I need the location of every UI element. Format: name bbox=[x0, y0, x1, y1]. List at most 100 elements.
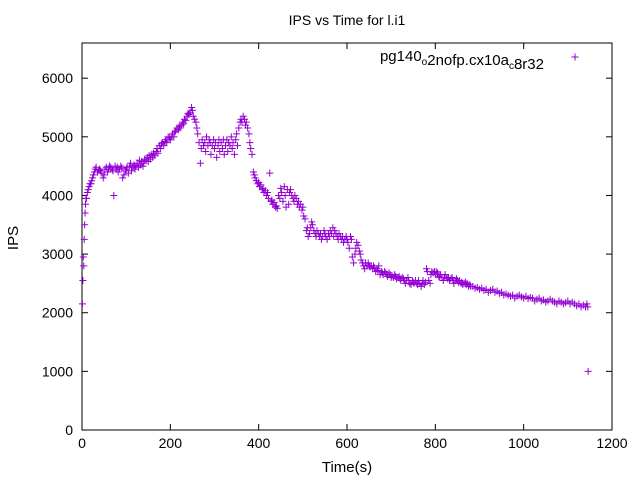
data-point bbox=[127, 167, 135, 175]
data-point bbox=[220, 150, 228, 158]
data-point bbox=[79, 253, 87, 261]
data-point bbox=[163, 139, 171, 147]
data-point bbox=[119, 174, 127, 182]
data-point bbox=[109, 167, 117, 175]
data-point bbox=[127, 159, 135, 167]
data-point bbox=[374, 267, 382, 275]
data-point bbox=[120, 171, 128, 179]
data-point bbox=[344, 238, 352, 246]
y-tick-label: 0 bbox=[65, 422, 73, 438]
data-point bbox=[263, 191, 271, 199]
data-point bbox=[154, 149, 162, 157]
data-point bbox=[126, 162, 134, 170]
data-point bbox=[196, 159, 204, 167]
data-point bbox=[285, 200, 293, 208]
legend-marker bbox=[571, 53, 579, 61]
data-point bbox=[166, 136, 174, 144]
data-point bbox=[273, 204, 281, 212]
data-point bbox=[80, 262, 88, 270]
data-point bbox=[350, 259, 358, 267]
data-point bbox=[244, 124, 252, 132]
y-tick-label: 2000 bbox=[42, 305, 73, 321]
data-point bbox=[139, 162, 147, 170]
data-point bbox=[85, 183, 93, 191]
data-point bbox=[104, 168, 112, 176]
data-point bbox=[584, 367, 592, 375]
data-point bbox=[78, 300, 86, 308]
data-point bbox=[266, 169, 274, 177]
data-point bbox=[194, 130, 202, 138]
chart-title: IPS vs Time for l.i1 bbox=[289, 12, 406, 28]
data-point bbox=[179, 118, 187, 126]
data-point bbox=[161, 138, 169, 146]
data-points bbox=[78, 104, 592, 375]
data-point bbox=[300, 212, 308, 220]
data-point bbox=[301, 215, 309, 223]
data-point bbox=[182, 116, 190, 124]
data-point bbox=[373, 265, 381, 273]
data-point bbox=[385, 269, 393, 277]
data-point bbox=[304, 233, 312, 240]
data-point bbox=[439, 276, 447, 284]
data-point bbox=[152, 147, 160, 155]
data-point bbox=[89, 171, 97, 179]
data-point bbox=[309, 221, 317, 229]
data-point bbox=[281, 191, 289, 199]
data-point bbox=[107, 163, 115, 171]
x-tick-label: 600 bbox=[335, 435, 359, 451]
data-point bbox=[228, 145, 236, 153]
data-point bbox=[267, 197, 275, 205]
data-point bbox=[183, 112, 191, 120]
data-point bbox=[170, 133, 178, 141]
y-tick-label: 3000 bbox=[42, 246, 73, 262]
data-point bbox=[89, 174, 97, 182]
data-point bbox=[247, 145, 255, 153]
data-point bbox=[299, 203, 307, 211]
data-point bbox=[441, 271, 449, 279]
data-point bbox=[364, 259, 372, 267]
data-point bbox=[114, 168, 122, 176]
data-point bbox=[211, 145, 218, 153]
x-tick-label: 400 bbox=[247, 435, 271, 451]
data-point bbox=[279, 197, 287, 205]
data-point bbox=[214, 142, 222, 150]
data-point bbox=[193, 124, 201, 132]
data-point bbox=[233, 130, 241, 138]
data-point bbox=[347, 235, 355, 243]
data-point bbox=[118, 164, 126, 172]
data-point bbox=[353, 238, 361, 246]
data-point bbox=[271, 203, 279, 211]
data-point bbox=[345, 244, 353, 252]
data-point bbox=[257, 181, 265, 189]
data-point bbox=[189, 112, 197, 120]
data-point bbox=[248, 150, 256, 158]
y-tick-label: 6000 bbox=[42, 70, 73, 86]
data-point bbox=[356, 250, 364, 258]
data-point bbox=[160, 142, 168, 150]
data-point bbox=[264, 189, 271, 197]
legend-label: pg140o2nofp.cx10ac8r32 bbox=[380, 48, 544, 73]
data-point bbox=[434, 269, 442, 277]
data-point bbox=[251, 174, 259, 182]
data-point bbox=[277, 184, 285, 192]
data-point bbox=[583, 300, 591, 308]
data-point bbox=[258, 186, 266, 194]
data-point bbox=[88, 177, 96, 185]
data-point bbox=[329, 224, 337, 232]
data-point bbox=[230, 150, 238, 158]
data-point bbox=[331, 227, 339, 235]
data-point bbox=[227, 133, 235, 141]
data-point bbox=[426, 279, 434, 287]
data-point bbox=[180, 120, 188, 128]
data-point bbox=[246, 139, 254, 147]
data-point bbox=[391, 271, 399, 279]
x-tick-label: 200 bbox=[159, 435, 183, 451]
x-axis-title: Time(s) bbox=[322, 459, 372, 476]
x-tick-label: 1000 bbox=[508, 435, 539, 451]
data-point bbox=[432, 268, 440, 276]
x-tick-label: 800 bbox=[424, 435, 448, 451]
data-point bbox=[423, 265, 430, 273]
data-point bbox=[249, 168, 257, 176]
data-point bbox=[110, 191, 118, 199]
data-point bbox=[280, 183, 288, 191]
